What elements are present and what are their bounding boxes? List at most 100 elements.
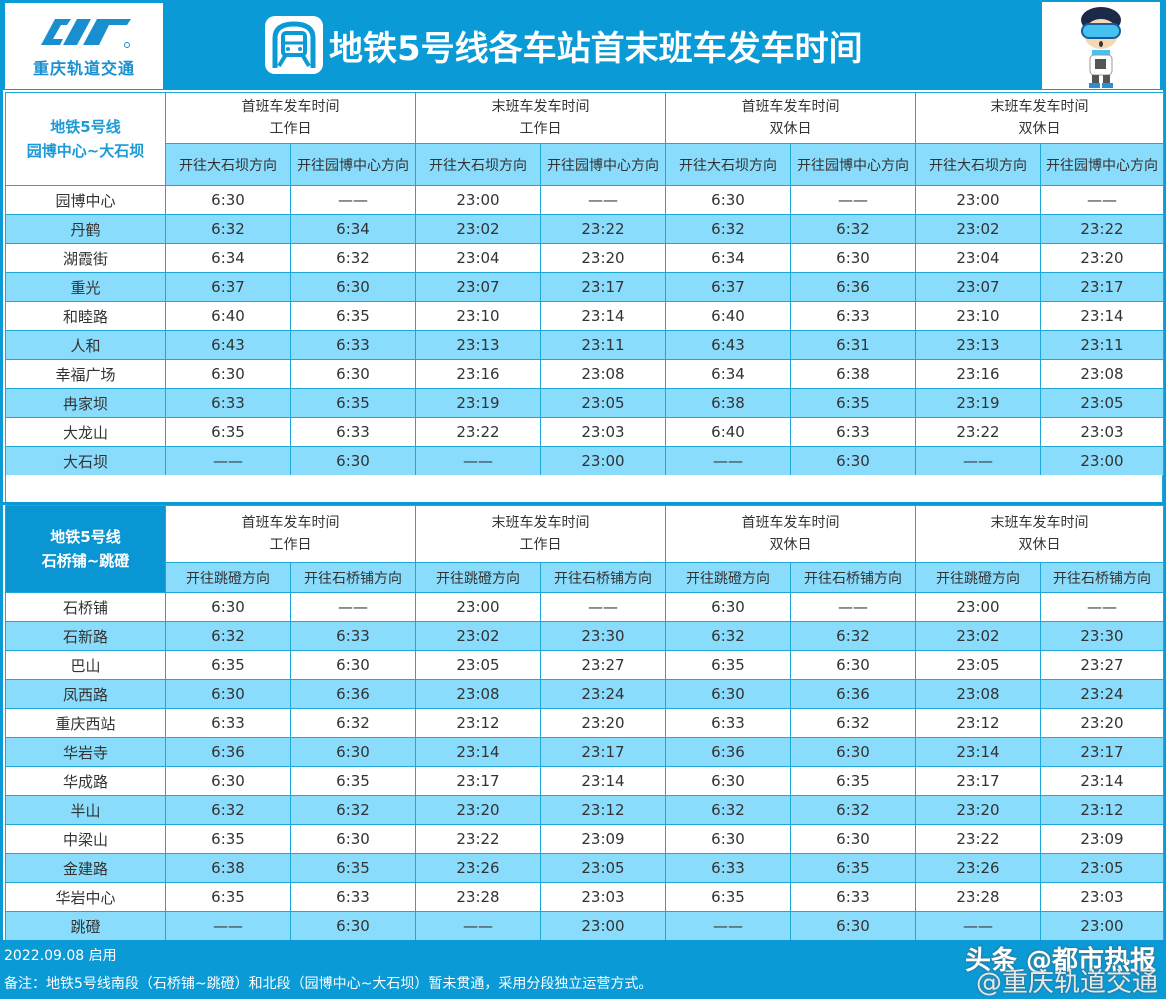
departure-time: 23:00 xyxy=(1040,446,1164,476)
departure-time: 6:32 xyxy=(790,795,916,825)
departure-time: 6:30 xyxy=(165,592,291,622)
departure-time: 6:30 xyxy=(165,679,291,709)
station-name: 和睦路 xyxy=(5,301,166,331)
departure-time: 6:30 xyxy=(165,185,291,215)
departure-time: —— xyxy=(915,911,1041,941)
direction-header: 开往大石坝方向 xyxy=(165,143,291,186)
departure-time: 6:34 xyxy=(665,359,791,389)
direction-header: 开往园博中心方向 xyxy=(1040,143,1164,186)
station-name: 跳磴 xyxy=(5,911,166,941)
departure-time: —— xyxy=(790,592,916,622)
departure-time: 6:35 xyxy=(790,766,916,796)
group-header: 末班车发车时间 工作日 xyxy=(415,92,666,144)
table-spacer xyxy=(5,475,1163,503)
departure-time: —— xyxy=(1040,592,1164,622)
departure-time: 23:12 xyxy=(540,795,666,825)
departure-time: 6:40 xyxy=(165,301,291,331)
departure-time: 23:11 xyxy=(1040,330,1164,360)
direction-header: 开往石桥铺方向 xyxy=(540,562,666,593)
group-day: 工作日 xyxy=(269,537,312,553)
table-row: 大石坝 —— 6:30 —— 23:00 —— 6:30 —— 23:00 xyxy=(5,446,1164,476)
departure-time: 6:38 xyxy=(665,388,791,418)
departure-time: 23:20 xyxy=(915,795,1041,825)
departure-time: 23:07 xyxy=(915,272,1041,302)
departure-time: 6:35 xyxy=(665,882,791,912)
timetable-sheet: 地铁5号线 园博中心~大石坝 首班车发车时间 工作日 末班车发车时间 工作日 首班车… xyxy=(3,90,1164,941)
departure-time: 6:33 xyxy=(790,417,916,447)
departure-time: 6:30 xyxy=(290,446,416,476)
departure-time: 6:30 xyxy=(790,650,916,680)
departure-time: 23:05 xyxy=(415,650,541,680)
departure-time: 23:11 xyxy=(540,330,666,360)
departure-time: 6:33 xyxy=(290,417,416,447)
departure-time: —— xyxy=(540,185,666,215)
mascot-icon xyxy=(1042,2,1160,89)
departure-time: 6:36 xyxy=(790,272,916,302)
departure-time: 6:34 xyxy=(165,243,291,273)
section-divider xyxy=(3,502,1163,505)
watermark-toutiao: 头条 @都市热报 xyxy=(964,946,1156,976)
departure-time: 6:33 xyxy=(665,708,791,738)
departure-time: 6:38 xyxy=(165,853,291,883)
departure-time: 6:35 xyxy=(290,388,416,418)
departure-time: 6:30 xyxy=(665,185,791,215)
departure-time: 23:08 xyxy=(1040,359,1164,389)
departure-time: 23:17 xyxy=(1040,272,1164,302)
group-day: 工作日 xyxy=(519,121,562,137)
effective-date: 2022.09.08 启用 xyxy=(4,948,117,964)
departure-time: 6:36 xyxy=(790,679,916,709)
departure-time: 6:35 xyxy=(290,766,416,796)
page-footer: 2022.09.08 启用 备注：地铁5号线南段（石桥铺~跳磴）和北段（园博中心… xyxy=(0,940,1166,998)
departure-time: 6:32 xyxy=(665,214,791,244)
timetable-north: 地铁5号线 园博中心~大石坝 首班车发车时间 工作日 末班车发车时间 工作日 首班车… xyxy=(5,92,1164,476)
brand-logo: 重庆轨道交通 xyxy=(5,3,163,89)
departure-time: 23:10 xyxy=(915,301,1041,331)
station-name: 大龙山 xyxy=(5,417,166,447)
group-header: 末班车发车时间 双休日 xyxy=(915,505,1164,563)
group-day: 双休日 xyxy=(1018,537,1061,553)
departure-time: 23:05 xyxy=(540,853,666,883)
table-row: 金建路 6:38 6:35 23:26 23:05 6:33 6:35 23:26 23:05 xyxy=(5,853,1164,883)
departure-time: 23:30 xyxy=(1040,621,1164,651)
direction-header: 开往园博中心方向 xyxy=(790,143,916,186)
departure-time: 23:00 xyxy=(540,911,666,941)
departure-time: 23:05 xyxy=(540,388,666,418)
departure-time: —— xyxy=(415,446,541,476)
departure-time: 23:28 xyxy=(915,882,1041,912)
group-label: 末班车发车时间 xyxy=(990,515,1089,531)
departure-time: 23:22 xyxy=(915,824,1041,854)
departure-time: 23:13 xyxy=(415,330,541,360)
direction-header: 开往石桥铺方向 xyxy=(290,562,416,593)
departure-time: 23:22 xyxy=(915,417,1041,447)
departure-time: 23:04 xyxy=(915,243,1041,273)
direction-header: 开往大石坝方向 xyxy=(415,143,541,186)
departure-time: —— xyxy=(915,446,1041,476)
segment-name: 石桥铺~跳磴 xyxy=(41,552,130,570)
group-day: 工作日 xyxy=(519,537,562,553)
departure-time: 6:32 xyxy=(790,621,916,651)
departure-time: 6:30 xyxy=(790,446,916,476)
station-name: 大石坝 xyxy=(5,446,166,476)
departure-time: 23:19 xyxy=(915,388,1041,418)
departure-time: 6:30 xyxy=(165,359,291,389)
table-row: 湖霞街 6:34 6:32 23:04 23:20 6:34 6:30 23:04 23:20 xyxy=(5,243,1164,273)
departure-time: 23:24 xyxy=(1040,679,1164,709)
departure-time: 6:35 xyxy=(290,853,416,883)
departure-time: 23:09 xyxy=(540,824,666,854)
departure-time: 6:30 xyxy=(790,737,916,767)
station-name: 石桥铺 xyxy=(5,592,166,622)
departure-time: 23:12 xyxy=(1040,795,1164,825)
departure-time: 23:03 xyxy=(1040,417,1164,447)
departure-time: 6:33 xyxy=(290,882,416,912)
station-name: 湖霞街 xyxy=(5,243,166,273)
departure-time: 23:27 xyxy=(1040,650,1164,680)
departure-time: 6:32 xyxy=(165,795,291,825)
departure-time: 6:38 xyxy=(790,359,916,389)
group-label: 末班车发车时间 xyxy=(990,99,1089,115)
station-name: 华岩寺 xyxy=(5,737,166,767)
group-header: 首班车发车时间 工作日 xyxy=(165,92,416,144)
group-header: 首班车发车时间 工作日 xyxy=(165,505,416,563)
departure-time: —— xyxy=(415,911,541,941)
departure-time: 6:30 xyxy=(790,824,916,854)
departure-time: 6:36 xyxy=(665,737,791,767)
